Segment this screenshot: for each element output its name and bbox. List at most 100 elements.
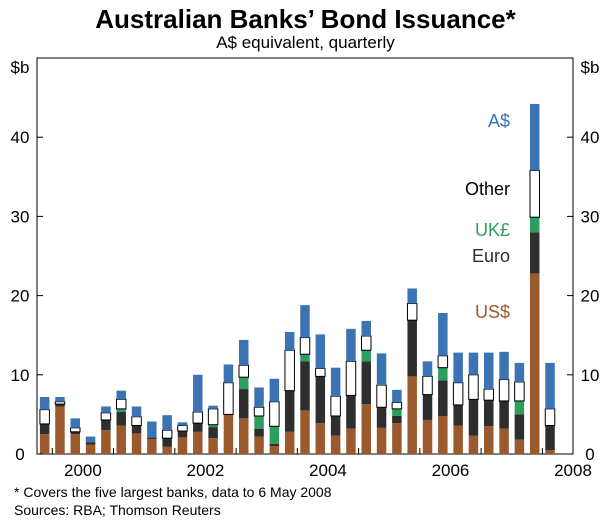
bar-segment-euro <box>376 407 387 428</box>
bar-segment-euro <box>162 438 172 447</box>
bar-segment-us <box>453 425 463 454</box>
bar-segment-euro <box>208 427 218 439</box>
y-tick-label-left: 20 <box>11 287 30 306</box>
bar-segment-us <box>514 439 525 454</box>
bar-segment-a <box>85 436 96 443</box>
bar-segment-uk <box>392 408 402 416</box>
bar-segment-euro <box>284 390 295 432</box>
bar-segment-us <box>239 418 249 454</box>
bar-segment-uk <box>239 377 249 390</box>
bar-segment-other <box>361 335 372 351</box>
axes-group: 0 0 10 10 20 20 30 30 40 40 2000 2002 2004 2006 2008 <box>11 128 600 480</box>
bar-segment-other <box>330 395 341 417</box>
chart-title: Australian Banks’ Bond Issuance* <box>95 4 516 34</box>
bar-segment-us <box>284 431 295 454</box>
bar-segment-us <box>300 410 310 454</box>
y-tick-label-left: 40 <box>11 128 30 147</box>
y-tick-label-right: 30 <box>581 207 600 226</box>
bar-segment-us <box>70 434 81 454</box>
bar-segment-other <box>177 424 188 432</box>
bar-segment-us <box>223 414 234 454</box>
bar-segment-us <box>254 436 264 454</box>
bar-segment-euro <box>300 361 310 411</box>
bar-segment-other <box>192 411 204 424</box>
bar-segment-a <box>131 406 142 417</box>
bar-segment-other <box>315 367 326 377</box>
bar-segment-other <box>39 409 50 425</box>
bar-segment-us <box>193 431 203 454</box>
bar-segment-other <box>345 360 357 396</box>
bar-segment-other <box>223 382 234 415</box>
bar-segment-euro <box>254 428 264 437</box>
y-tick-label-right: 20 <box>581 287 600 306</box>
bar-segment-a <box>468 352 479 375</box>
bar-segment-a <box>239 339 249 366</box>
legend-label-us: US$ <box>475 302 510 322</box>
bar-segment-uk <box>300 354 310 362</box>
bar-segment-us <box>376 427 387 454</box>
bar-segment-euro <box>545 425 555 451</box>
bar-segment-us <box>499 428 509 454</box>
bar-segment-a <box>55 396 65 402</box>
bar-segment-uk <box>361 350 371 362</box>
x-tick-label: 2006 <box>432 461 470 480</box>
bar-segment-euro <box>453 404 463 426</box>
bars-group <box>39 103 556 454</box>
bar-segment-us <box>468 435 479 454</box>
legend-group: A$ Other UK£ Euro US$ <box>465 111 510 322</box>
bar-segment-euro <box>147 437 157 439</box>
bar-segment-a <box>346 328 356 362</box>
bar-segment-a <box>330 367 341 397</box>
y-tick-label-left: 30 <box>11 207 30 226</box>
bar-segment-a <box>147 421 157 438</box>
bar-segment-us <box>529 273 540 454</box>
bar-segment-a <box>376 353 387 386</box>
bar-segment-euro <box>315 376 326 424</box>
bar-segment-a <box>361 320 371 336</box>
bar-segment-euro <box>529 232 540 274</box>
x-tick-label: 2008 <box>554 461 592 480</box>
legend-label-euro: Euro <box>472 246 510 266</box>
y-tick-label-left: 0 <box>15 445 24 464</box>
bar-segment-a <box>177 422 188 426</box>
bar-segment-other <box>406 303 418 321</box>
bar-segment-euro <box>101 419 111 431</box>
bar-segment-other <box>253 406 265 417</box>
bar-segment-us <box>147 438 157 454</box>
bar-segment-a <box>162 415 172 431</box>
bar-segment-a <box>193 374 203 413</box>
bar-segment-a <box>438 313 448 356</box>
bar-segment-other <box>529 169 540 218</box>
bar-segment-euro <box>177 431 188 438</box>
x-tick-label: 2004 <box>309 461 347 480</box>
bar-segment-other <box>544 408 556 426</box>
y-tick-label-right: 0 <box>585 445 594 464</box>
bar-segment-euro <box>239 389 249 419</box>
bar-segment-uk <box>254 415 264 429</box>
bar-segment-euro <box>438 380 448 416</box>
bar-segment-other <box>100 412 112 421</box>
bar-segment-other <box>269 401 280 427</box>
bar-segment-us <box>131 433 142 454</box>
bar-segment-other <box>514 381 525 402</box>
bar-segment-us <box>162 446 172 454</box>
bar-segment-euro <box>468 399 479 436</box>
bar-segment-euro <box>193 423 203 432</box>
bar-segment-uk <box>269 426 280 444</box>
bar-segment-other <box>54 401 66 405</box>
bar-segment-a <box>223 364 234 383</box>
bar-segment-other <box>238 364 249 378</box>
bar-segment-euro <box>346 395 356 429</box>
bar-segment-us <box>269 446 280 454</box>
bar-segment-other <box>207 408 219 426</box>
bar-segment-euro <box>55 404 65 407</box>
bar-segment-uk <box>438 367 448 381</box>
bar-segment-a <box>116 390 126 400</box>
bar-segment-other <box>483 388 495 401</box>
bar-segment-other <box>115 398 127 410</box>
bar-segment-other <box>437 355 449 369</box>
sources: Sources: RBA; Thomson Reuters <box>14 502 221 518</box>
bar-segment-euro <box>116 412 126 426</box>
y-axis-label-left: $b <box>11 58 30 77</box>
